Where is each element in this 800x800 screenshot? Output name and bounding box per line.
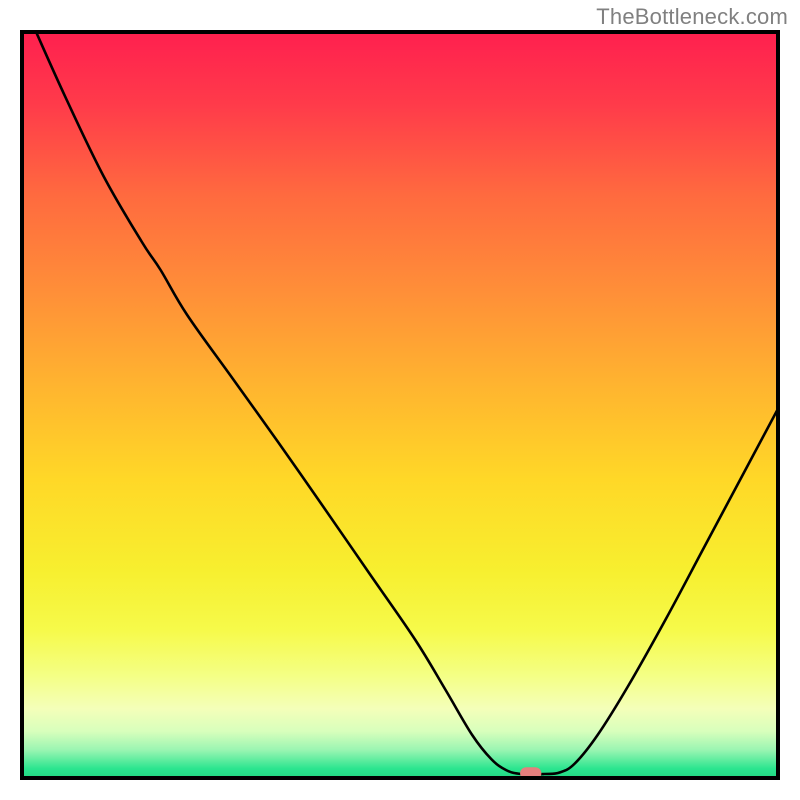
chart-frame: TheBottleneck.com (0, 0, 800, 800)
chart-background (20, 30, 780, 780)
chart-svg (20, 30, 780, 780)
bottleneck-chart (20, 30, 780, 780)
watermark-text: TheBottleneck.com (596, 4, 788, 30)
